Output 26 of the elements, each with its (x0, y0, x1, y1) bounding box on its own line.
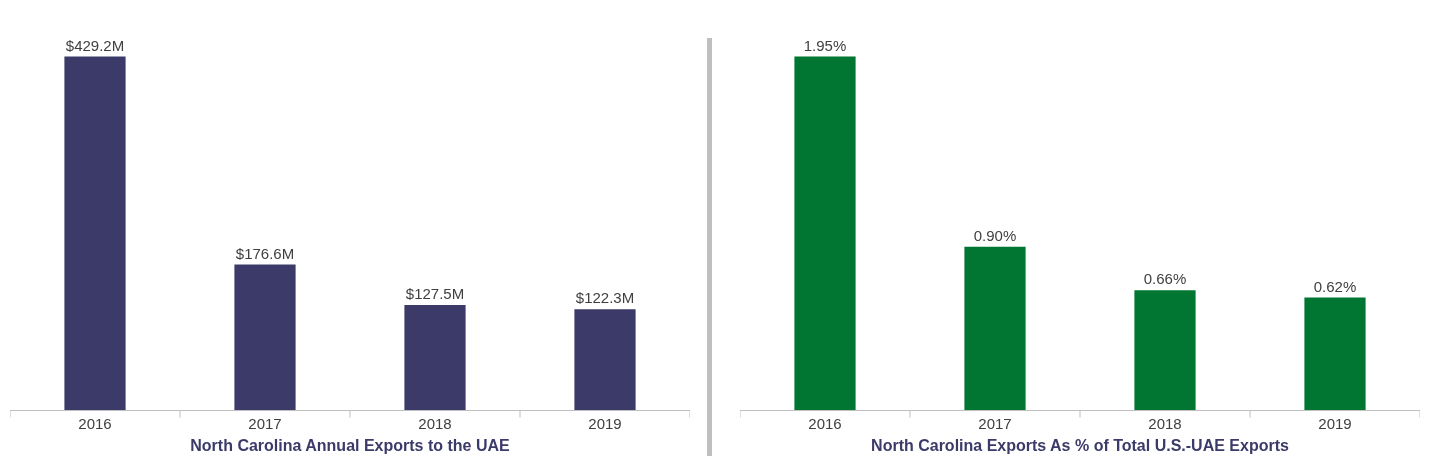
bar (1134, 290, 1196, 410)
bar (404, 304, 466, 410)
data-label: 1.95% (803, 36, 847, 54)
x-tick-label: 2017 (978, 415, 1012, 432)
data-label: 0.66% (1143, 270, 1187, 288)
x-tick-label: 2017 (248, 415, 282, 432)
x-tick-label: 2018 (1148, 415, 1182, 432)
data-label: $176.6M (235, 244, 295, 262)
bar (64, 56, 126, 410)
data-label: $122.3M (575, 289, 635, 307)
x-tick-label: 2016 (808, 415, 842, 432)
bar (964, 246, 1026, 410)
x-axis-title: North Carolina Exports As % of Total U.S.-UAE Exports (871, 436, 1290, 454)
x-tick-label: 2018 (418, 415, 452, 432)
data-label: 0.90% (973, 226, 1017, 244)
data-label: 0.62% (1313, 277, 1357, 295)
data-label: $429.2M (65, 36, 125, 54)
data-label: $127.5M (405, 284, 465, 302)
bar (1304, 297, 1366, 410)
x-tick-label: 2019 (1318, 415, 1352, 432)
bar (234, 264, 296, 410)
x-tick-label: 2019 (588, 415, 622, 432)
bar (574, 309, 636, 410)
x-tick-label: 2016 (78, 415, 112, 432)
bar (794, 56, 856, 410)
x-axis-title: North Carolina Annual Exports to the UAE (190, 436, 511, 454)
